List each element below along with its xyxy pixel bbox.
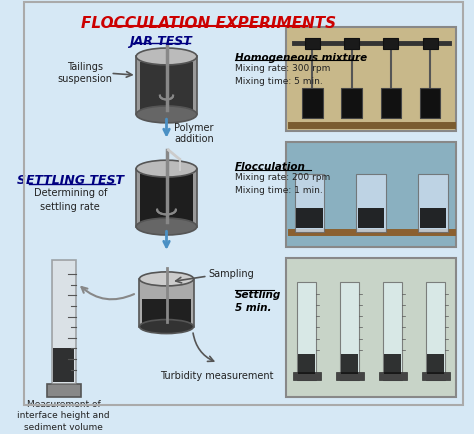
Bar bbox=[305, 39, 320, 50]
Text: Polymer
addition: Polymer addition bbox=[174, 122, 214, 144]
Ellipse shape bbox=[139, 320, 193, 334]
Bar bbox=[298, 354, 315, 375]
Text: Homogeneous mixture: Homogeneous mixture bbox=[235, 53, 367, 62]
Bar bbox=[296, 208, 323, 229]
Bar bbox=[383, 282, 402, 380]
Polygon shape bbox=[136, 57, 197, 115]
Bar bbox=[426, 282, 445, 380]
Ellipse shape bbox=[136, 107, 197, 124]
Text: Determining of
settling rate: Determining of settling rate bbox=[34, 188, 107, 211]
Ellipse shape bbox=[136, 161, 197, 178]
Bar bbox=[340, 282, 359, 380]
Ellipse shape bbox=[136, 219, 197, 235]
Bar bbox=[383, 39, 398, 50]
Bar bbox=[420, 89, 440, 119]
Bar bbox=[302, 89, 323, 119]
Text: Mixing rate: 300 rpm
Mixing time: 5 min.: Mixing rate: 300 rpm Mixing time: 5 min. bbox=[235, 64, 330, 85]
Bar bbox=[341, 89, 362, 119]
Bar bbox=[379, 372, 407, 380]
Text: JAR TEST: JAR TEST bbox=[128, 35, 191, 48]
Polygon shape bbox=[47, 384, 81, 397]
Bar bbox=[381, 89, 401, 119]
Bar bbox=[341, 354, 358, 375]
Bar bbox=[344, 39, 359, 50]
Bar bbox=[418, 175, 448, 233]
Polygon shape bbox=[140, 63, 193, 113]
Bar bbox=[297, 282, 316, 380]
Bar bbox=[286, 259, 456, 397]
Bar bbox=[423, 39, 438, 50]
Polygon shape bbox=[54, 348, 74, 382]
Polygon shape bbox=[136, 169, 197, 227]
Text: Settling
5 min.: Settling 5 min. bbox=[235, 289, 281, 312]
Bar bbox=[294, 175, 324, 233]
Text: Turbidity measurement: Turbidity measurement bbox=[160, 371, 273, 381]
Text: Sampling: Sampling bbox=[209, 268, 255, 278]
Bar bbox=[358, 208, 384, 229]
Text: Measurement of
interface height and
sediment volume: Measurement of interface height and sedi… bbox=[18, 398, 110, 431]
Text: Flocculation: Flocculation bbox=[235, 162, 306, 172]
Bar bbox=[427, 354, 444, 375]
Polygon shape bbox=[142, 299, 191, 325]
Bar bbox=[384, 354, 401, 375]
Bar bbox=[420, 208, 446, 229]
Bar bbox=[422, 372, 450, 380]
Polygon shape bbox=[140, 175, 193, 225]
Bar bbox=[292, 372, 321, 380]
Text: FLOCCULATION EXPERIMENTS: FLOCCULATION EXPERIMENTS bbox=[81, 16, 336, 31]
Bar bbox=[356, 175, 386, 233]
Ellipse shape bbox=[136, 49, 197, 66]
Text: Tailings
suspension: Tailings suspension bbox=[58, 62, 113, 84]
Text: SETTLING TEST: SETTLING TEST bbox=[17, 174, 124, 187]
Bar bbox=[336, 372, 364, 380]
Text: Mixing rate: 200 rpm
Mixing time: 1 min.: Mixing rate: 200 rpm Mixing time: 1 min. bbox=[235, 173, 330, 194]
Polygon shape bbox=[139, 279, 193, 327]
Polygon shape bbox=[52, 260, 76, 384]
Ellipse shape bbox=[139, 272, 193, 286]
Bar bbox=[286, 27, 456, 132]
Bar bbox=[286, 143, 456, 247]
